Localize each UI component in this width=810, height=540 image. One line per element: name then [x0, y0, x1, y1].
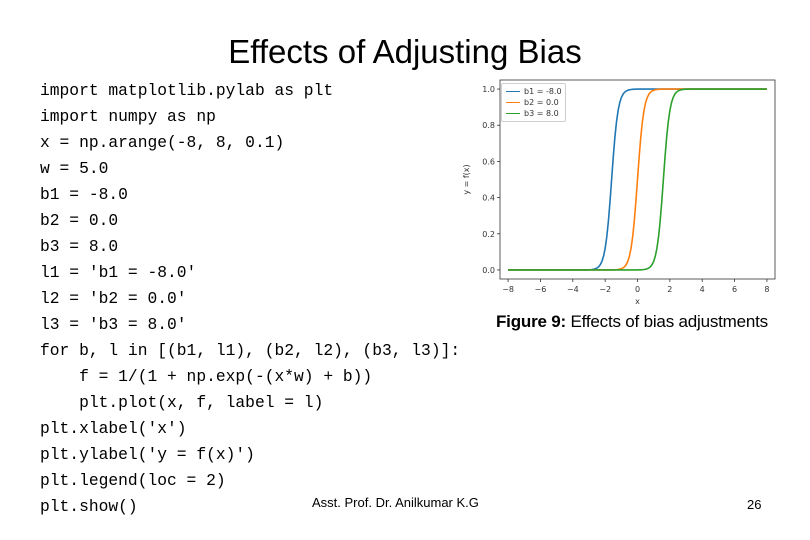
legend-swatch [506, 113, 520, 114]
sigmoid-chart: −8 −6 −4 −2 0 2 4 6 8 0.0 0.2 0.4 0.6 0.8 1.0 x y = f(x) [462, 79, 776, 306]
legend-item: b1 = -8.0 [502, 86, 565, 97]
series-line [508, 88, 767, 271]
legend-label: b2 = 0.0 [524, 98, 559, 107]
footer-author: Asst. Prof. Dr. Anilkumar K.G [312, 495, 479, 510]
slide-title: Effects of Adjusting Bias [228, 33, 582, 70]
y-tick-label: 0.2 [482, 230, 495, 239]
x-tick-label: −6 [535, 285, 547, 294]
code-line: for b, l in [(b1, l1), (b2, l2), (b3, l3… [40, 341, 461, 360]
figure-caption-text: Effects of bias adjustments [566, 312, 769, 331]
figure-caption: Figure 9: Effects of bias adjustments [496, 312, 768, 332]
code-line: b2 = 0.0 [40, 211, 119, 230]
code-line: l1 = 'b1 = -8.0' [40, 263, 197, 282]
y-tick-label: 0.8 [482, 121, 495, 130]
x-tick-label: 6 [732, 285, 737, 294]
y-tick-label: 0.0 [482, 266, 495, 275]
x-tick-label: −8 [502, 285, 514, 294]
code-line: f = 1/(1 + np.exp(-(x*w) + b)) [40, 367, 373, 386]
y-axis-label: y = f(x) [462, 164, 471, 194]
y-tick-label: 0.4 [482, 194, 495, 203]
code-line: plt.plot(x, f, label = l) [40, 393, 324, 412]
code-line: b1 = -8.0 [40, 185, 128, 204]
x-axis-label: x [635, 297, 640, 306]
x-tick-label: 0 [635, 285, 640, 294]
code-line: import numpy as np [40, 107, 216, 126]
code-block: import matplotlib.pylab as plt import num… [40, 78, 460, 520]
x-tick-label: 8 [764, 285, 769, 294]
legend-swatch [506, 91, 520, 92]
page-number: 26 [747, 497, 762, 512]
code-line: x = np.arange(-8, 8, 0.1) [40, 133, 285, 152]
legend-item: b3 = 8.0 [502, 108, 565, 119]
legend-item: b2 = 0.0 [502, 97, 565, 108]
x-tick-label: −2 [599, 285, 611, 294]
y-tick-label: 1.0 [482, 85, 495, 94]
legend-label: b1 = -8.0 [524, 87, 562, 96]
figure: −8 −6 −4 −2 0 2 4 6 8 0.0 0.2 0.4 0.6 0.8 1.0 x y = f(x)… [455, 72, 785, 338]
code-line: plt.legend(loc = 2) [40, 471, 226, 490]
legend-swatch [506, 102, 520, 103]
legend-label: b3 = 8.0 [524, 109, 559, 118]
code-line: plt.xlabel('x') [40, 419, 187, 438]
chart-legend: b1 = -8.0 b2 = 0.0 b3 = 8.0 [501, 83, 566, 122]
y-tick-label: 0.6 [482, 157, 495, 166]
code-line: w = 5.0 [40, 159, 109, 178]
code-line: import matplotlib.pylab as plt [40, 81, 334, 100]
x-tick-label: −4 [567, 285, 579, 294]
figure-caption-label: Figure 9: [496, 312, 566, 331]
x-tick-label: 2 [667, 285, 672, 294]
code-line: plt.show() [40, 497, 138, 516]
code-line: l3 = 'b3 = 8.0' [40, 315, 187, 334]
code-line: plt.ylabel('y = f(x)') [40, 445, 255, 464]
code-line: b3 = 8.0 [40, 237, 119, 256]
x-tick-label: 4 [700, 285, 705, 294]
code-line: l2 = 'b2 = 0.0' [40, 289, 187, 308]
